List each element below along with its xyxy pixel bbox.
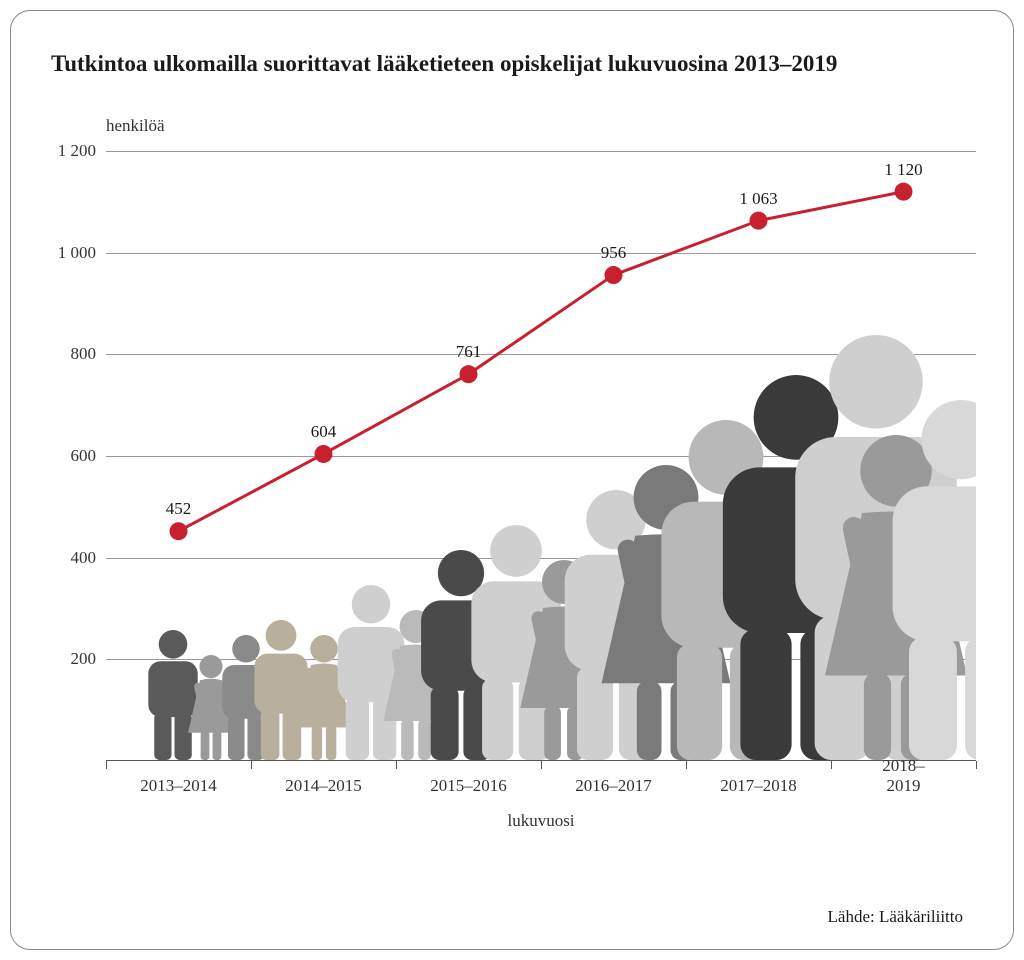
y-tick-label: 800: [36, 344, 96, 364]
y-tick-label: 600: [36, 446, 96, 466]
y-axis-title: henkilöä: [106, 116, 165, 136]
plot-area: 2004006008001 0001 200 2013–20142014–201…: [106, 151, 976, 761]
x-tick-label: 2018–2019: [867, 756, 940, 796]
x-tick: [976, 761, 977, 769]
y-tick-label: 1 000: [36, 243, 96, 263]
data-marker: [895, 183, 913, 201]
source-label: Lähde: Lääkäriliitto: [828, 907, 963, 927]
data-line: [179, 192, 904, 532]
x-tick-label: 2016–2017: [575, 776, 652, 796]
x-tick: [396, 761, 397, 769]
chart-title: Tutkintoa ulkomailla suorittavat lääketi…: [51, 51, 973, 77]
chart-container: Tutkintoa ulkomailla suorittavat lääketi…: [10, 10, 1014, 950]
x-tick: [831, 761, 832, 769]
data-marker: [170, 522, 188, 540]
x-axis-title: lukuvuosi: [507, 811, 574, 831]
x-tick: [541, 761, 542, 769]
data-marker: [750, 212, 768, 230]
data-marker: [315, 445, 333, 463]
data-marker: [605, 266, 623, 284]
x-tick: [106, 761, 107, 769]
x-tick-label: 2015–2016: [430, 776, 507, 796]
y-tick-label: 400: [36, 548, 96, 568]
data-marker: [460, 365, 478, 383]
x-tick: [686, 761, 687, 769]
line-chart: [106, 151, 976, 761]
x-tick: [251, 761, 252, 769]
x-tick-label: 2014–2015: [285, 776, 362, 796]
x-tick-label: 2013–2014: [140, 776, 217, 796]
x-tick-label: 2017–2018: [720, 776, 797, 796]
y-tick-label: 200: [36, 649, 96, 669]
y-tick-label: 1 200: [36, 141, 96, 161]
